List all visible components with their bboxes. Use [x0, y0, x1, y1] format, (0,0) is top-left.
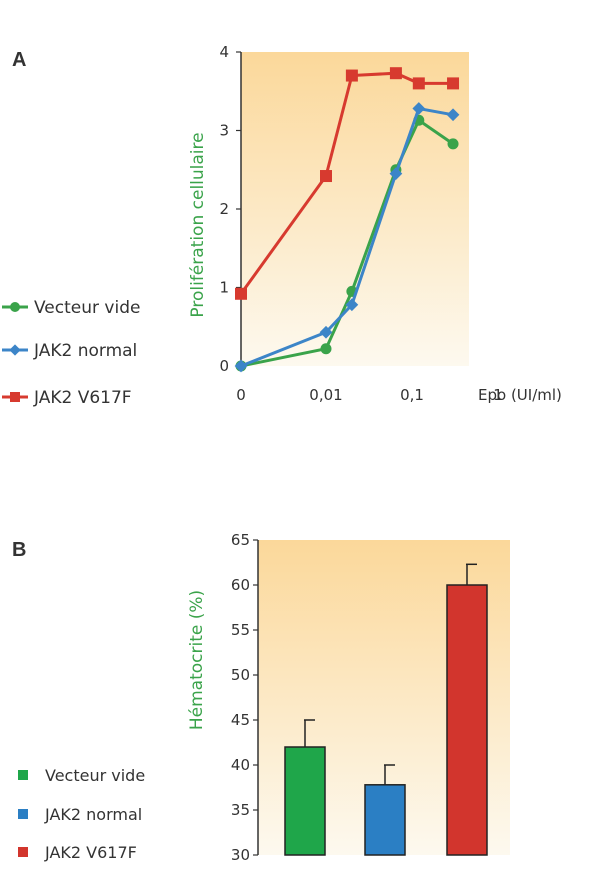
- series-line: [240, 118, 454, 368]
- legend-label: JAK2 normal: [33, 341, 137, 361]
- legend-marker: [10, 392, 20, 402]
- y-tick-label: 60: [231, 576, 250, 594]
- data-point: [412, 102, 426, 115]
- y-tick-label: 40: [231, 756, 250, 774]
- y-tick-label: 55: [231, 621, 250, 639]
- y-tick-label: 45: [231, 711, 250, 729]
- panel-a-label: A: [12, 49, 26, 71]
- y-axis-title: Hématocrite (%): [187, 590, 207, 730]
- x-tick-label: 0,1: [400, 386, 424, 404]
- y-tick-label: 2: [219, 200, 229, 218]
- y-tick-label: 4: [219, 43, 229, 61]
- data-point: [447, 138, 459, 150]
- y-tick-label: 0: [219, 357, 229, 375]
- data-point: [320, 170, 332, 183]
- data-point: [412, 77, 425, 90]
- legend-label: JAK2 V617F: [33, 388, 132, 408]
- x-tick-label: 0,01: [309, 386, 342, 404]
- bar: [446, 584, 488, 856]
- panel-b-label: B: [12, 539, 26, 561]
- y-tick-label: 35: [231, 801, 250, 819]
- legend-swatch: [18, 847, 28, 857]
- legend-marker: [9, 344, 21, 356]
- data-point: [345, 69, 358, 82]
- y-tick-label: 3: [219, 122, 229, 140]
- data-point: [345, 298, 359, 312]
- y-tick-label: 30: [231, 846, 250, 864]
- y-tick-label: 50: [231, 666, 250, 684]
- bar: [284, 746, 326, 856]
- legend-swatch: [18, 770, 28, 780]
- data-point: [446, 108, 460, 122]
- y-axis-title: Prolifération cellulaire: [188, 132, 208, 317]
- data-point: [389, 67, 402, 80]
- legend-label: JAK2 normal: [44, 805, 142, 824]
- y-tick-label: 65: [231, 531, 250, 549]
- series-line: [240, 106, 454, 368]
- legend-label: Vecteur vide: [45, 766, 145, 785]
- x-axis-title: Epo (UI/ml): [478, 386, 562, 404]
- legend-label: Vecteur vide: [34, 298, 140, 318]
- data-point: [389, 167, 403, 181]
- legend-swatch: [18, 809, 28, 819]
- data-point: [447, 77, 460, 90]
- x-tick-label: 1: [493, 386, 503, 404]
- legend-label: JAK2 V617F: [44, 843, 137, 862]
- data-point: [235, 287, 247, 300]
- x-tick-label: 0: [236, 386, 246, 404]
- data-point: [320, 343, 332, 355]
- bar: [364, 784, 406, 856]
- data-point: [319, 325, 333, 339]
- y-tick-label: 1: [219, 279, 229, 297]
- data-point: [234, 359, 248, 373]
- legend-marker: [10, 302, 20, 312]
- chart-a-plot-area: [241, 52, 469, 366]
- bar-chart: 30 35 40 45 50 55 60 65 Hématocrite (%) Vecteur v…: [18, 531, 488, 864]
